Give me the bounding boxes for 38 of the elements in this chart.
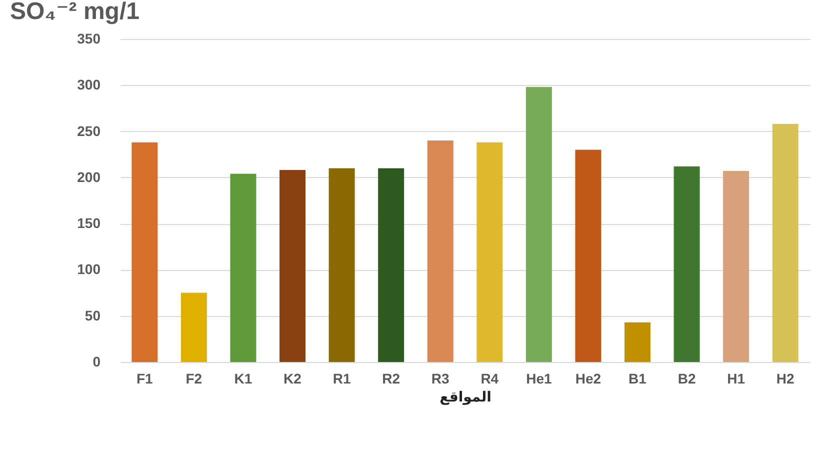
bar (575, 150, 602, 362)
bar (624, 322, 650, 362)
y-tick-label: 300 (77, 76, 101, 93)
x-tick-label: B2 (678, 370, 696, 386)
bar (378, 168, 404, 362)
x-tick-label: H2 (776, 370, 795, 386)
y-tick-label: 250 (77, 122, 101, 139)
bar (772, 124, 798, 362)
x-tick-label: He1 (526, 370, 552, 386)
y-tick-label: 200 (77, 168, 101, 185)
x-axis-title: المواقع (440, 388, 492, 406)
bar (280, 170, 306, 362)
bar (230, 174, 256, 362)
x-tick-label: He2 (575, 370, 602, 386)
bar (526, 86, 552, 362)
bar (132, 142, 158, 362)
x-tick-label: K2 (284, 370, 302, 386)
bar (427, 140, 454, 362)
bar (476, 142, 503, 362)
x-tick-label: F1 (136, 370, 154, 386)
bar (674, 166, 700, 362)
bar (723, 170, 750, 362)
y-tick-label: 150 (77, 215, 101, 232)
x-tick-label: F2 (186, 370, 202, 386)
x-tick-label: B1 (628, 370, 647, 386)
y-tick-label: 0 (92, 354, 101, 370)
y-tick-label: 350 (77, 30, 101, 46)
x-tick-label: H1 (727, 370, 746, 386)
x-tick-label: R1 (332, 370, 351, 386)
x-tick-label: R2 (382, 370, 400, 386)
x-tick-label: K1 (234, 370, 252, 386)
y-tick-label: 100 (77, 261, 101, 278)
chart-title: SO₄⁻² mg/1 (10, 0, 140, 25)
y-tick-label: 50 (84, 307, 101, 324)
bar (180, 292, 207, 362)
x-tick-label: R3 (431, 370, 450, 386)
x-tick-label: R4 (480, 370, 499, 386)
bar (328, 168, 355, 362)
